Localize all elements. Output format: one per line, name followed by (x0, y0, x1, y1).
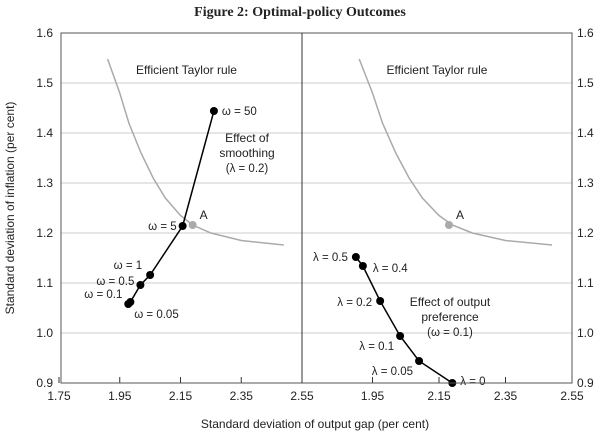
data-point-label: λ = 0.1 (359, 341, 394, 353)
y-tick-label-left: 1.4 (36, 126, 53, 140)
plot-frame (60, 32, 573, 384)
data-point-label: ω = 0.1 (84, 289, 122, 301)
data-point-label: λ = 0.4 (373, 263, 408, 275)
annotation: (λ = 0.2) (226, 163, 269, 175)
data-point (376, 297, 385, 305)
x-tick-label: 1.95 (361, 389, 385, 403)
annotation: Effect of (225, 131, 269, 145)
y-tick-label-right: 1.6 (577, 26, 594, 40)
annotation: smoothing (219, 146, 274, 160)
x-tick-label: 1.95 (108, 389, 132, 403)
y-tick-label-left: 0.9 (36, 376, 53, 390)
data-point-label: ω = 50 (222, 106, 257, 118)
x-tick-label: 1.75 (47, 389, 71, 403)
data-point-label: λ = 0.05 (372, 366, 413, 378)
data-point (415, 357, 424, 365)
curve-label: Efficient Taylor rule (136, 63, 237, 77)
y-tick-label-left: 1.5 (36, 76, 53, 90)
y-tick-label-right: 1.4 (577, 126, 594, 140)
y-tick-label-left: 1.1 (36, 276, 53, 290)
data-point (351, 253, 360, 261)
data-point (396, 332, 405, 340)
x-tick-label: 2.55 (290, 389, 314, 403)
data-point (136, 281, 145, 289)
annotation: preference (421, 310, 479, 324)
y-tick-label-left: 1.3 (36, 176, 53, 190)
data-point-label: λ = 0 (460, 376, 485, 388)
data-point-label: ω = 0.5 (96, 276, 134, 288)
y-tick-label-right: 1.0 (577, 326, 594, 340)
x-tick-label: 2.55 (560, 389, 584, 403)
y-tick-label-left: 1.2 (36, 226, 53, 240)
y-axis-label: Standard deviation of inflation (per cen… (3, 102, 17, 315)
y-tick-label-right: 1.2 (577, 226, 594, 240)
x-tick-label: 2.15 (427, 389, 451, 403)
data-point (178, 222, 187, 230)
annotation: Effect of output (410, 295, 491, 309)
x-axis-label: Standard deviation of output gap (per ce… (201, 417, 429, 431)
data-point-label: ω = 1 (114, 260, 142, 272)
x-tick-label: 2.35 (494, 389, 518, 403)
y-tick-label-left: 1.0 (36, 326, 53, 340)
data-point (126, 298, 135, 306)
data-point (146, 271, 155, 279)
y-tick-label-right: 1.3 (577, 176, 594, 190)
data-point-label: ω = 5 (148, 221, 176, 233)
efficient-taylor-curve (358, 58, 553, 246)
point-a (444, 221, 453, 229)
y-tick-label-left: 1.6 (36, 26, 53, 40)
point-a-label: A (200, 208, 208, 222)
data-point-label: λ = 0.2 (337, 297, 372, 309)
y-tick-label-right: 1.1 (577, 276, 594, 290)
chart-title: Figure 2: Optimal-policy Outcomes (194, 5, 406, 20)
data-point (209, 107, 218, 115)
point-a (188, 221, 197, 229)
annotation: (ω = 0.1) (427, 327, 473, 339)
x-tick-label: 2.15 (169, 389, 193, 403)
x-tick-label: 2.35 (230, 389, 254, 403)
y-tick-label-right: 1.5 (577, 76, 594, 90)
data-point-label: λ = 0.5 (313, 252, 348, 264)
data-point-label: ω = 0.05 (134, 309, 178, 321)
curve-label: Efficient Taylor rule (387, 63, 488, 77)
efficient-taylor-curve (106, 58, 284, 246)
data-point (358, 262, 367, 270)
point-a-label: A (456, 208, 464, 222)
y-tick-label-right: 0.9 (577, 376, 594, 390)
